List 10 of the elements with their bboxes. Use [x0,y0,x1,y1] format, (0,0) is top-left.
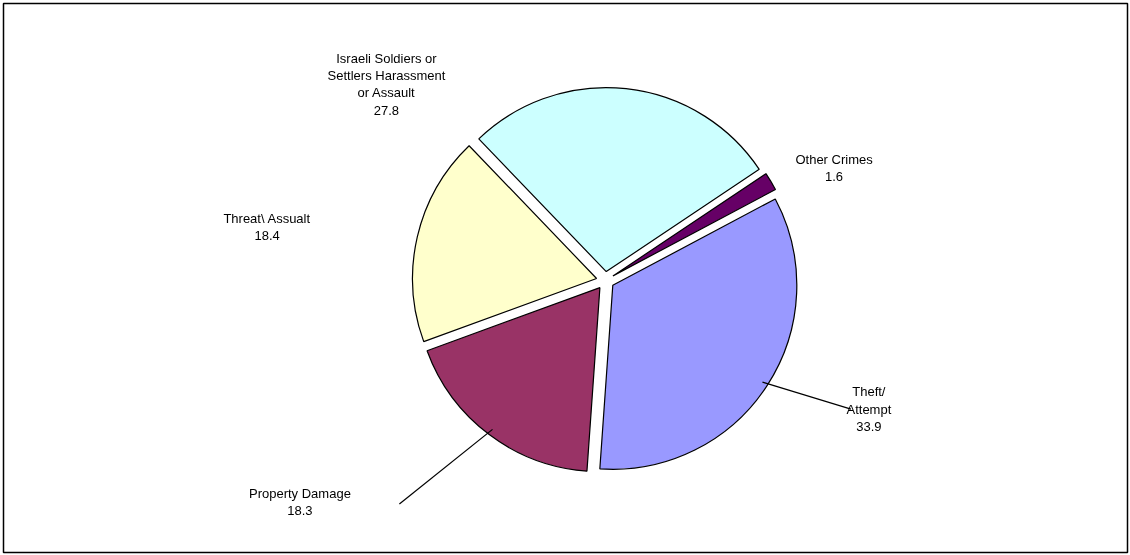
slice-label: Israeli Soldiers or Settlers Harassment or Assault [327,50,446,101]
data-label: 18.3 [287,503,313,519]
data-label: 18.4 [254,228,280,244]
slice-label: Property Damage [248,486,351,502]
data-label: 27.8 [373,102,400,118]
slice-label: Other Crimes [795,151,874,167]
data-label: 33.9 [856,418,882,434]
data-label: 1.6 [825,169,844,185]
slice-label: Threat\ Assualt [223,211,311,227]
slice-label: Theft/ Attempt [846,384,892,417]
